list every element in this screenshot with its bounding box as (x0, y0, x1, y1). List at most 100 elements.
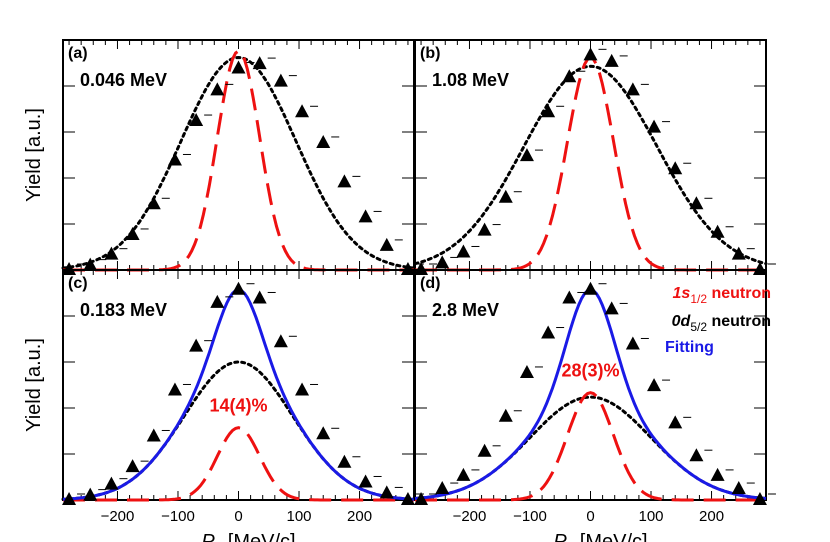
s-wave-curve (415, 391, 766, 502)
data-point (125, 226, 140, 240)
d-wave-curve (61, 360, 416, 501)
x-tick-label: −100 (161, 508, 195, 525)
panel-label: (d) (420, 275, 440, 292)
data-point (604, 53, 619, 67)
data-point (583, 47, 598, 61)
energy-label: 0.046 MeV (80, 70, 167, 90)
data-point (231, 281, 246, 295)
data-point (337, 174, 352, 188)
x-tick-label: 100 (639, 508, 664, 525)
data-point (752, 492, 767, 505)
data-point (562, 69, 577, 83)
data-point (435, 481, 450, 495)
energy-label: 1.08 MeV (432, 70, 509, 90)
d-wave-curve (413, 395, 768, 500)
legend-s-main: 1s (673, 285, 691, 302)
x-axis-unit: [MeV/c] (580, 531, 648, 542)
data-point (519, 364, 534, 378)
legend-d-tail: neutron (707, 313, 771, 330)
data-points (62, 281, 424, 505)
panel-c: (c) 0.183 MeV 14(4)% −200 −100 0 100 200 Px [MeV/… (23, 269, 424, 542)
data-point (604, 301, 619, 315)
energy-label: 2.8 MeV (432, 300, 499, 320)
data-point (498, 408, 513, 422)
data-point (104, 476, 119, 490)
panel-d: (d) 2.8 MeV 28(3)% −200 −100 0 100 200 Px [MeV/c] (413, 269, 776, 542)
data-point (541, 104, 556, 118)
data-point (562, 290, 577, 304)
data-point (104, 246, 119, 260)
x-axis-symbol: P (553, 531, 567, 542)
legend-d-wave: 0d5/2 neutron (672, 313, 771, 334)
legend-d-main: 0d (672, 313, 692, 330)
data-point (273, 73, 288, 87)
data-point (62, 492, 77, 505)
data-point (414, 262, 429, 275)
data-point (167, 152, 182, 166)
x-axis-unit: [MeV/c] (228, 531, 296, 542)
data-point (62, 262, 77, 275)
data-point (210, 82, 225, 96)
x-axis-title: Px [MeV/c] (201, 531, 295, 542)
d-wave-curve (413, 64, 768, 266)
legend-s-wave: 1s1/2 neutron (673, 285, 771, 306)
s-wave-curve (63, 426, 414, 502)
panel-a: (a) 0.046 MeV Yield [a.u.] (23, 39, 424, 275)
data-point (752, 262, 767, 275)
x-tick-label: 100 (287, 508, 312, 525)
percent-label: 28(3)% (561, 361, 619, 381)
data-point (647, 119, 662, 133)
data-point (146, 428, 161, 442)
data-point (337, 454, 352, 468)
x-tick-label: −200 (453, 508, 487, 525)
data-point (400, 262, 415, 275)
x-tick-labels: −200 −100 0 100 200 (453, 508, 724, 525)
data-point (83, 257, 98, 271)
data-point (273, 334, 288, 348)
data-point (400, 492, 415, 505)
data-point (456, 244, 471, 258)
data-point (167, 382, 182, 396)
panel-label: (a) (68, 45, 88, 62)
data-point (83, 487, 98, 501)
data-point (358, 474, 373, 488)
data-point (146, 196, 161, 210)
data-point (477, 443, 492, 457)
x-axis-title: Px [MeV/c] (553, 531, 647, 542)
data-point (189, 113, 204, 127)
panel-label: (b) (420, 45, 440, 62)
x-tick-label: 200 (347, 508, 372, 525)
x-tick-labels: −200 −100 0 100 200 (101, 508, 372, 525)
data-point (519, 148, 534, 162)
data-point (689, 448, 704, 462)
data-point (316, 134, 331, 148)
panel-label: (c) (68, 275, 88, 292)
data-points (414, 47, 776, 275)
data-point (456, 467, 471, 481)
legend-d-sub: 5/2 (690, 320, 707, 334)
y-ticks (415, 39, 766, 271)
data-point (358, 209, 373, 223)
legend-s-sub: 1/2 (690, 292, 707, 306)
data-point (477, 222, 492, 236)
data-point (668, 415, 683, 429)
x-tick-label: −200 (101, 508, 135, 525)
data-points (62, 56, 424, 275)
y-axis-title: Yield [a.u.] (23, 338, 45, 432)
x-axis-sub: x (214, 540, 223, 542)
data-point (583, 281, 598, 295)
data-point (668, 161, 683, 175)
d-wave-curve (61, 55, 416, 270)
data-point (710, 467, 725, 481)
data-point (252, 290, 267, 304)
data-point (295, 382, 310, 396)
data-points (414, 281, 776, 505)
y-axis-title: Yield [a.u.] (23, 108, 45, 202)
data-point (731, 481, 746, 495)
legend-fit: Fitting (665, 339, 714, 356)
data-point (435, 255, 450, 269)
data-point (316, 426, 331, 440)
data-point (541, 325, 556, 339)
